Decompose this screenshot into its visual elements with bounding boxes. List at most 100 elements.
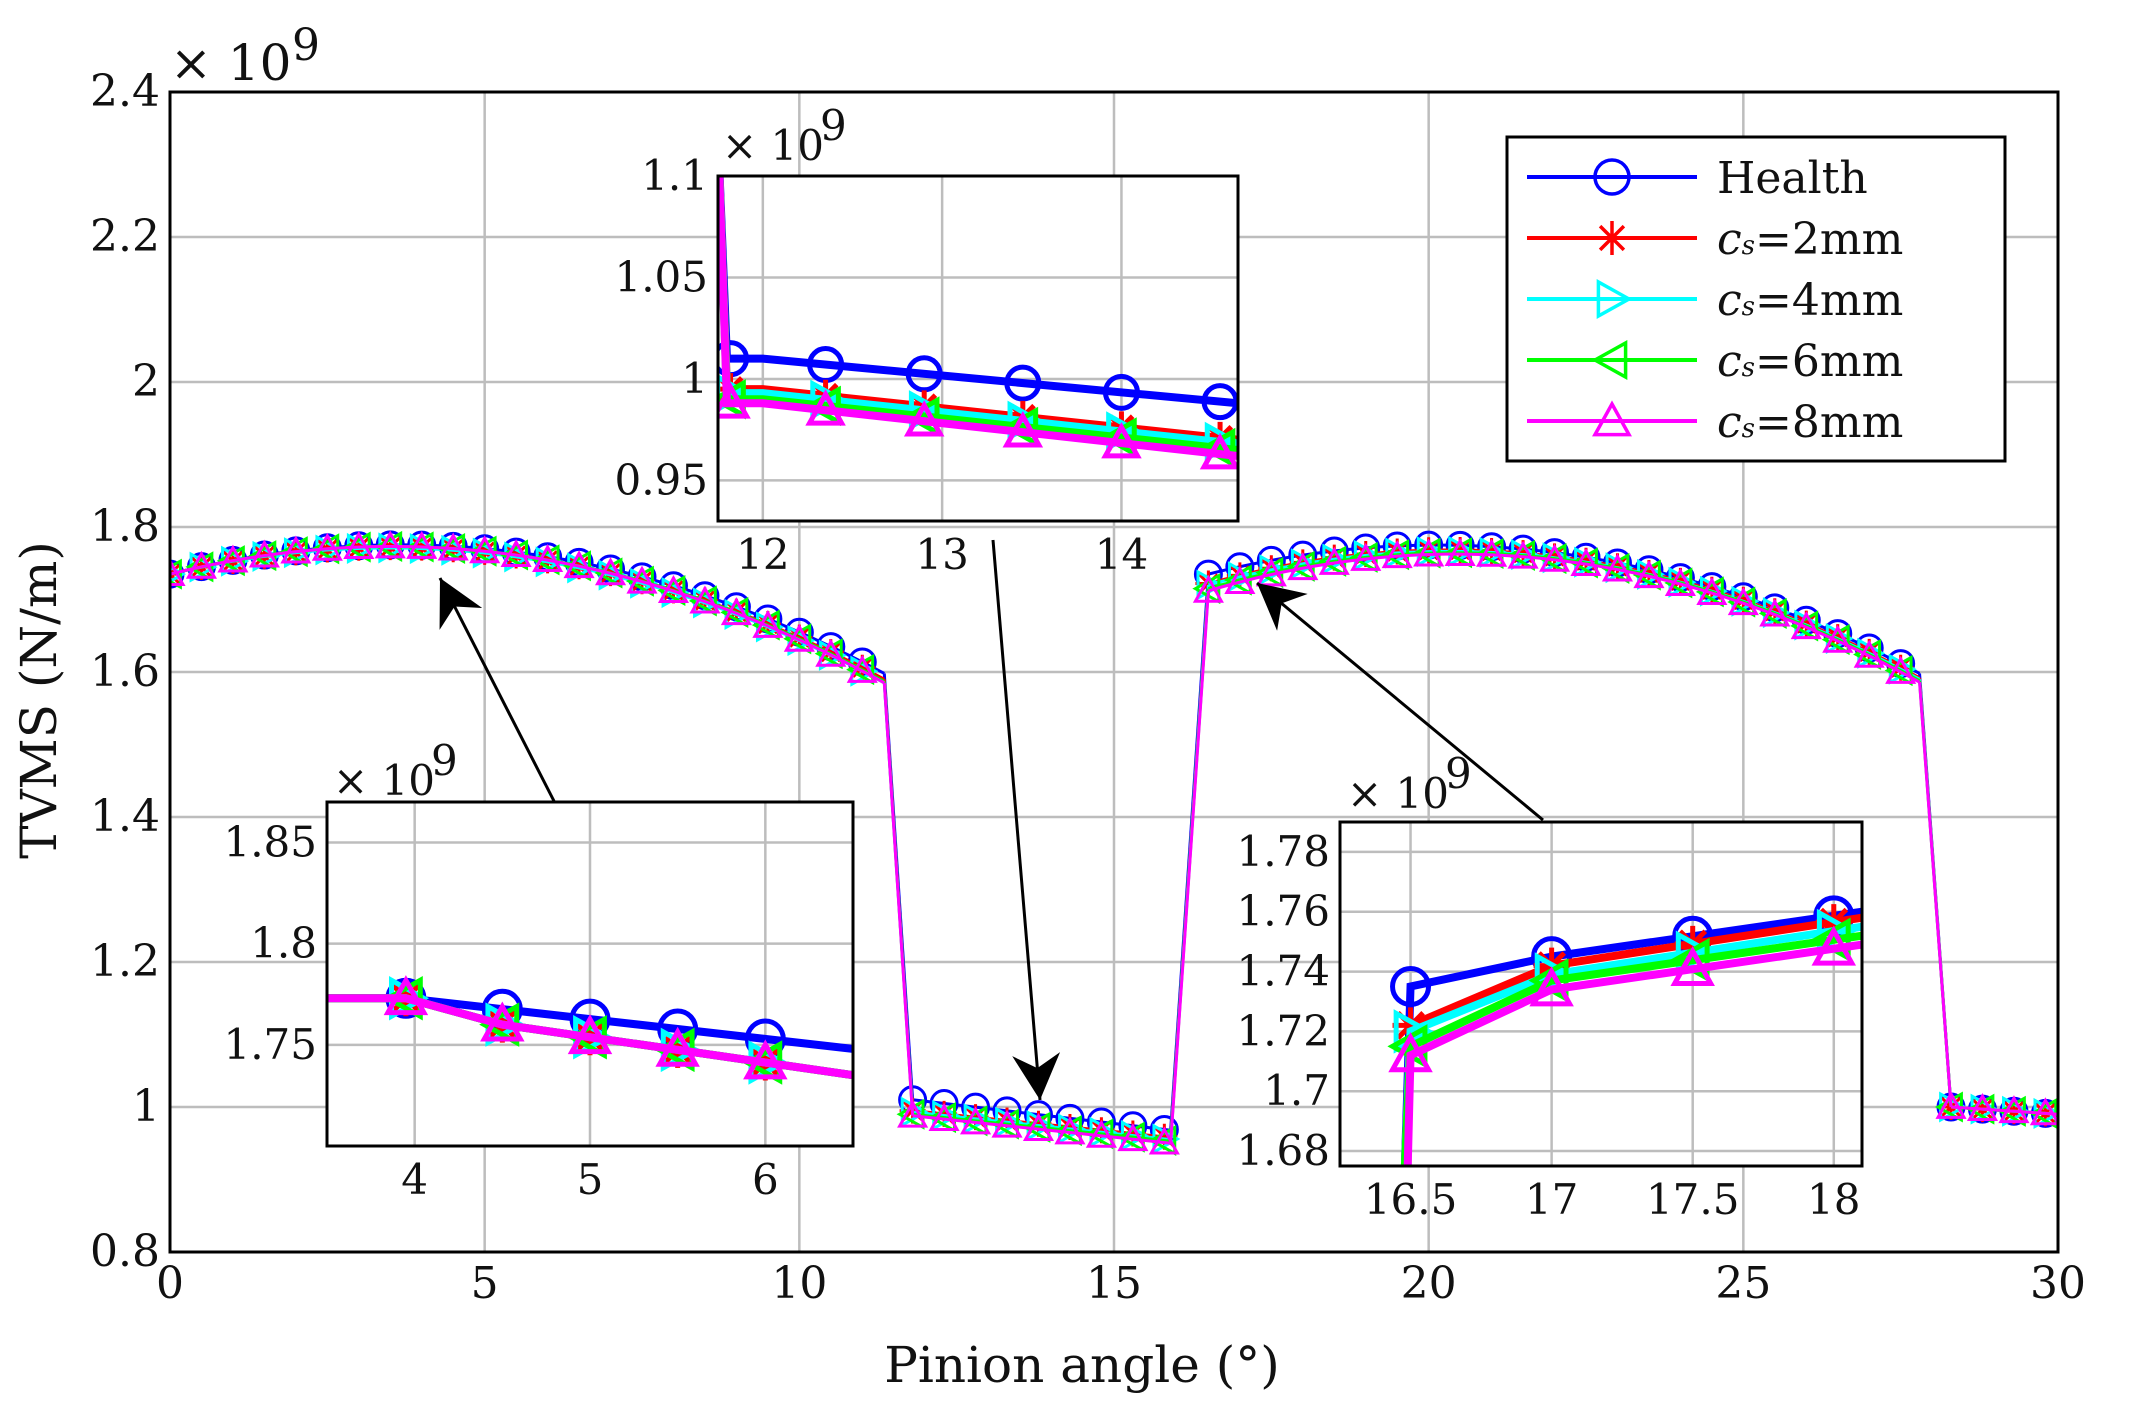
main-data-point — [1151, 1123, 1178, 1150]
main-exponent-power: 9 — [292, 20, 320, 71]
legend-label: cs=8mm — [1717, 397, 1903, 448]
main-data-point — [1444, 538, 1476, 566]
inset-right-data-point — [1392, 1007, 1429, 1044]
main-data-point — [1570, 548, 1602, 577]
main-data-point — [962, 1104, 989, 1131]
legend: Health cs=2mm cs=4mm cs=6mm cs=8mm — [1505, 135, 2007, 463]
main-data-point — [531, 544, 560, 576]
inset-left-series-4 — [327, 975, 853, 1080]
main-x-tick: 25 — [1715, 1258, 1771, 1309]
main-data-point — [1287, 552, 1319, 581]
inset-right-series-line — [1403, 940, 1862, 1166]
inset-right-data-point — [1670, 945, 1715, 987]
inset-left-data-point — [383, 975, 429, 1016]
inset-left-x-tick: 5 — [577, 1155, 604, 1204]
main-data-point — [1507, 540, 1539, 569]
inset-top-background — [718, 176, 1238, 521]
main-y-tick: 1.2 — [90, 936, 160, 987]
inset-top-data-point — [805, 389, 846, 426]
legend-label: Health — [1717, 153, 1868, 204]
main-frame — [168, 90, 2060, 1254]
main-data-point — [783, 623, 812, 655]
main-y-tick: 1.6 — [90, 646, 160, 697]
inset-left-series-line — [327, 994, 853, 1080]
inset-left-y-tick: 1.75 — [223, 1020, 317, 1069]
main-data-point — [689, 585, 721, 614]
main-data-point — [563, 550, 595, 579]
legend-swatch-marker — [1592, 400, 1632, 437]
inset-top-data-point — [903, 400, 945, 437]
main-data-point — [170, 558, 182, 590]
inset-top-data-point — [718, 382, 751, 419]
main-data-point — [1085, 1119, 1117, 1148]
main-series-group — [170, 530, 2058, 1156]
main-data-point — [216, 545, 245, 577]
inset-top-x-tick: 13 — [915, 530, 968, 579]
main-data-point — [1538, 543, 1571, 572]
main-data-point — [406, 530, 438, 559]
inset-top-data-point — [1101, 421, 1142, 459]
main-data-point — [657, 574, 690, 603]
inset-top-y-tick: 0.95 — [614, 455, 708, 504]
main-data-point — [625, 565, 654, 597]
main-series-line — [882, 682, 915, 1116]
inset-right-series-4 — [1388, 925, 1862, 1166]
legend-item-2: cs=4mm — [1527, 275, 1903, 326]
main-y-tick: 2.2 — [90, 211, 160, 262]
inset-right-x-tick: 17.5 — [1646, 1175, 1740, 1224]
inset-top-y-tick: 1 — [681, 354, 708, 403]
main-data-point — [626, 565, 658, 594]
inset-right-exponent-power: 9 — [1445, 749, 1472, 798]
main-y-tick: 1.8 — [90, 501, 160, 552]
main-exponent-times: × 10 — [170, 34, 291, 92]
main-data-point — [1381, 540, 1413, 569]
main-data-point — [751, 609, 780, 641]
inset-left-x-tick: 6 — [752, 1155, 779, 1204]
main-y-tick: 2.4 — [90, 66, 160, 117]
y-axis-label: TVMS (N/m) — [10, 541, 68, 859]
main-data-point — [1601, 553, 1634, 582]
inset-top-series-line — [718, 176, 1238, 461]
inset-top-series-group — [718, 176, 1238, 470]
inset-right-x-tick: 16.5 — [1364, 1175, 1458, 1224]
inset-left-data-point — [655, 1026, 700, 1067]
inset-right-data-point — [1390, 966, 1432, 1008]
main-data-point — [1318, 546, 1350, 575]
inset-top-data-point — [1002, 411, 1044, 448]
main-series-line — [1918, 682, 1953, 1108]
inset-left-exponent-power: 9 — [431, 736, 458, 785]
main-data-point — [1935, 1090, 1967, 1119]
inset-top-series-4 — [718, 176, 1238, 470]
main-data-point — [374, 530, 406, 559]
main-data-point — [1088, 1117, 1115, 1144]
main-y-tick: 2 — [132, 356, 160, 407]
main-data-point — [815, 638, 847, 667]
main-data-point — [1696, 576, 1728, 605]
main-data-point — [1025, 1110, 1052, 1137]
inset-left-series-group — [327, 975, 853, 1085]
inset-left-y-tick: 1.85 — [223, 817, 317, 866]
inset-top-data-point — [1102, 373, 1140, 411]
inset-top-y-tick: 1.05 — [614, 252, 708, 301]
main-data-point — [1664, 567, 1696, 596]
annotation-arrows — [438, 539, 1544, 1101]
inset-right-data-point — [1388, 1032, 1433, 1073]
main-data-point — [311, 532, 343, 561]
inset-top-data-point — [1201, 383, 1238, 421]
main-data-point — [897, 1099, 929, 1128]
inset-right-y-tick: 1.74 — [1236, 947, 1330, 996]
main-data-point — [849, 654, 876, 681]
main-data-point — [846, 654, 878, 683]
main-data-point — [185, 550, 218, 579]
legend-swatch-marker — [1591, 340, 1628, 380]
main-exponent-label: × 10 9 — [170, 20, 320, 92]
main-data-point — [437, 532, 469, 561]
inset-top-data-point — [1199, 432, 1238, 470]
arrow-to-left-inset — [438, 577, 558, 806]
main-data-point — [185, 551, 214, 583]
main-data-point — [1885, 655, 1917, 684]
main-x-tick: 0 — [156, 1258, 184, 1309]
main-y-tick: 1.4 — [90, 791, 160, 842]
main-data-point — [1790, 611, 1822, 640]
main-data-point — [248, 539, 280, 568]
